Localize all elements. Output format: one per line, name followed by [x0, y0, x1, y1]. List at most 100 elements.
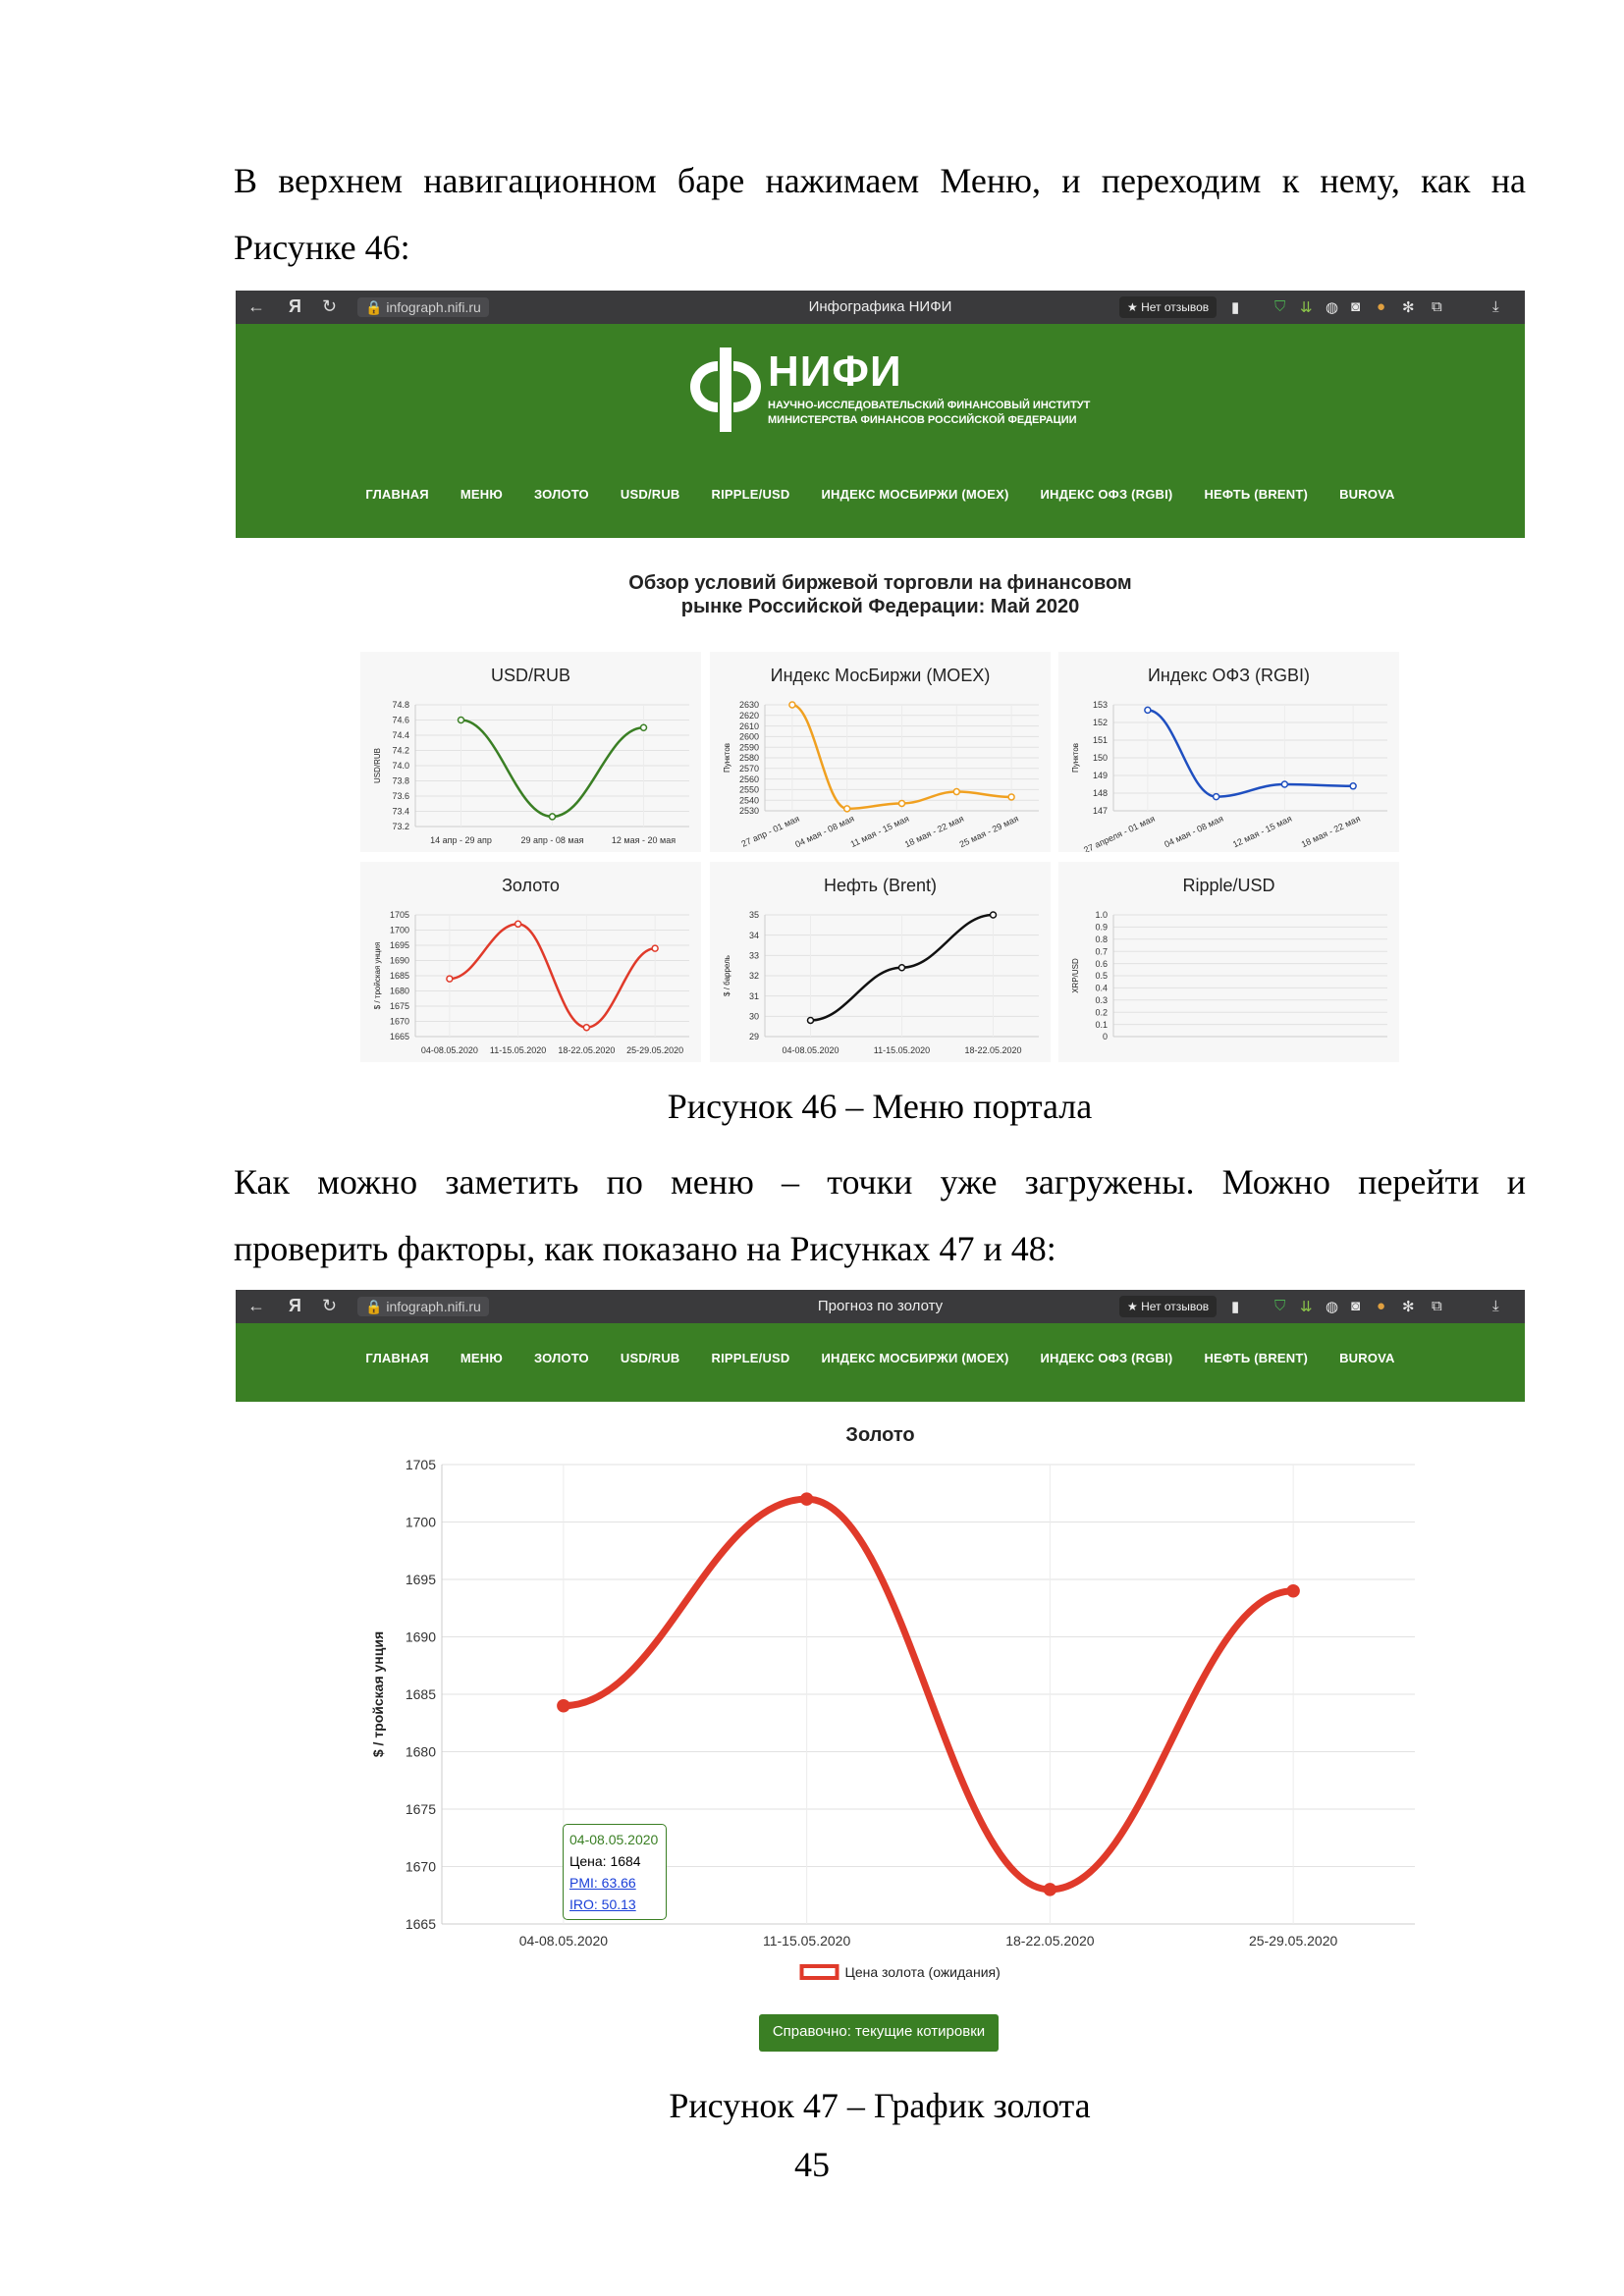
- data-point: [1144, 706, 1152, 715]
- reload-icon[interactable]: ↻: [322, 1296, 338, 1315]
- data-point: [1280, 780, 1289, 788]
- y-tick-label: 2560: [739, 774, 759, 784]
- chart-card-brent[interactable]: Нефть (Brent) 35 34 33 32 31 30 29 $ / баррель 04…: [710, 862, 1051, 1062]
- download-icon[interactable]: ⤓: [1492, 1298, 1499, 1314]
- x-tick-label: 11-15.05.2020: [763, 1933, 850, 1949]
- current-quotes-button[interactable]: Справочно: текущие котировки: [759, 2014, 999, 2052]
- y-tick-label: 2590: [739, 742, 759, 752]
- menu-item-brent[interactable]: НЕФТЬ (BRENT): [1204, 487, 1309, 502]
- y-tick-label: 0.7: [1095, 946, 1108, 956]
- glasses-icon[interactable]: ◙: [1351, 1298, 1361, 1314]
- figure-46-caption: Рисунок 46 – Меню портала: [667, 1087, 1093, 1126]
- tooltip-price: Цена: 1684: [569, 1853, 641, 1869]
- globe-icon[interactable]: ◍: [1326, 299, 1339, 316]
- menu-item-burova[interactable]: BUROVA: [1339, 1351, 1395, 1365]
- reviews-button[interactable]: ★ Нет отзывов: [1119, 1296, 1218, 1317]
- y-tick-label: 0.1: [1095, 1020, 1108, 1030]
- menu-item-ripple[interactable]: RIPPLE/USD: [711, 487, 790, 502]
- chart-card-rgbi[interactable]: Индекс ОФЗ (RGBI) 153 152 151 150 149 148 147 Пу…: [1058, 652, 1399, 852]
- menu-item-home[interactable]: ГЛАВНАЯ: [365, 1351, 429, 1365]
- y-tick-label: 74.0: [392, 761, 409, 771]
- main-menu: ГЛАВНАЯ МЕНЮ ЗОЛОТО USD/RUB RIPPLE/USD И…: [236, 487, 1525, 502]
- data-point: [897, 799, 906, 808]
- x-tick-label: 11-15.05.2020: [874, 1045, 930, 1055]
- x-tick-label: 18 мая - 22 мая: [1300, 814, 1362, 850]
- y-tick-label: 1680: [406, 1743, 436, 1759]
- menu-item-moex[interactable]: ИНДЕКС МОСБИРЖИ (MOEX): [821, 1351, 1009, 1365]
- y-tick-label: 73.2: [392, 822, 409, 831]
- data-point: [842, 805, 851, 813]
- chart-svg: Нефть (Brent) 35 34 33 32 31 30 29 $ / баррель 04…: [723, 876, 1039, 1055]
- menu-item-brent[interactable]: НЕФТЬ (BRENT): [1204, 1351, 1309, 1365]
- logo-subtitle-line-2: МИНИСТЕРСТВА ФИНАНСОВ РОССИЙСКОЙ ФЕДЕРАЦ…: [768, 414, 1077, 426]
- series-line: [449, 923, 656, 1029]
- globe-icon[interactable]: ◍: [1326, 1299, 1339, 1315]
- y-tick-label: 2620: [739, 711, 759, 721]
- paragraph-1: В верхнем навигационном баре нажимаем Ме…: [234, 147, 1526, 281]
- chart-tooltip: 04-08.05.2020 Цена: 1684 PMI: 63.66 IRO:…: [563, 1824, 667, 1920]
- y-tick-label: 1700: [390, 926, 409, 935]
- menu-item-menu[interactable]: МЕНЮ: [460, 1351, 503, 1365]
- yandex-icon[interactable]: Я: [289, 1296, 301, 1315]
- download-helper-icon[interactable]: ⇊: [1300, 1299, 1313, 1315]
- menu-item-gold[interactable]: ЗОЛОТО: [533, 487, 589, 502]
- download-helper-icon[interactable]: ⇊: [1300, 299, 1313, 316]
- x-tick-label: 04 мая - 08 мая: [793, 814, 855, 850]
- tooltip-pmi-link[interactable]: PMI: 63.66: [569, 1875, 636, 1891]
- x-tick-label: 25-29.05.2020: [1249, 1933, 1338, 1949]
- menu-item-rgbi[interactable]: ИНДЕКС ОФЗ (RGBI): [1040, 487, 1173, 502]
- data-point: [548, 813, 557, 821]
- series-line: [1147, 709, 1354, 798]
- paragraph-2: Как можно заметить по меню – точки уже з…: [234, 1148, 1526, 1282]
- chart-card-ripple[interactable]: Ripple/USD 1.0 0.9 0.8 0.7 0.6 0.5 0.4 0.3 0.2 0.1…: [1058, 862, 1399, 1062]
- react-icon[interactable]: ✻: [1402, 299, 1415, 316]
- shield-icon[interactable]: ⛉: [1274, 1298, 1286, 1314]
- paragraph-2-line-2: проверить факторы, как показано на Рисун…: [234, 1229, 1056, 1268]
- back-arrow-icon[interactable]: ←: [247, 1296, 265, 1315]
- bookmark-icon[interactable]: ▮: [1231, 299, 1240, 316]
- menu-item-menu[interactable]: МЕНЮ: [460, 487, 503, 502]
- reviews-button[interactable]: ★ Нет отзывов: [1119, 296, 1218, 318]
- tooltip-iro-link[interactable]: IRO: 50.13: [569, 1896, 636, 1912]
- chart-card-moex[interactable]: Индекс МосБиржи (MOEX) 2630 2620 2610 2600 25…: [710, 652, 1051, 852]
- x-tick-label: 18-22.05.2020: [558, 1045, 615, 1055]
- back-arrow-icon[interactable]: ←: [247, 296, 265, 316]
- menu-item-usdrub[interactable]: USD/RUB: [620, 487, 680, 502]
- chart-svg: Золото 1705 1700 1695 1690 1685 1680 1675 1670 16…: [373, 876, 689, 1055]
- menu-item-burova[interactable]: BUROVA: [1339, 487, 1395, 502]
- react-icon[interactable]: ✻: [1402, 1299, 1415, 1315]
- menu-item-home[interactable]: ГЛАВНАЯ: [365, 487, 429, 502]
- address-bar[interactable]: 🔒 infograph.nifi.ru: [357, 297, 489, 317]
- menu-item-rgbi[interactable]: ИНДЕКС ОФЗ (RGBI): [1040, 1351, 1173, 1365]
- y-tick-label: 1675: [406, 1801, 436, 1817]
- y-tick-label: 74.8: [392, 700, 409, 710]
- cookie-icon[interactable]: ●: [1377, 298, 1386, 315]
- menu-item-gold[interactable]: ЗОЛОТО: [533, 1351, 589, 1365]
- chart-card-gold[interactable]: Золото 1705 1700 1695 1690 1685 1680 1675 1670 16…: [360, 862, 701, 1062]
- data-point: [952, 787, 961, 796]
- cookie-icon[interactable]: ●: [1377, 1298, 1386, 1314]
- chart-title: Золото: [845, 1424, 914, 1446]
- chart-card-usdrub[interactable]: USD/RUB 74.8 74.6 74.4 74.2 74.0 73.8 73.6 73.4 7…: [360, 652, 701, 852]
- data-point: [639, 723, 648, 731]
- menu-item-ripple[interactable]: RIPPLE/USD: [711, 1351, 790, 1365]
- translate-icon[interactable]: ⧉: [1432, 1298, 1442, 1314]
- yandex-icon[interactable]: Я: [289, 296, 301, 316]
- y-tick-label: 1670: [406, 1858, 436, 1874]
- y-tick-label: 1695: [406, 1572, 436, 1587]
- glasses-icon[interactable]: ◙: [1351, 298, 1361, 315]
- menu-item-usdrub[interactable]: USD/RUB: [620, 1351, 680, 1365]
- x-tick-label: 04-08.05.2020: [782, 1045, 839, 1055]
- data-point: [1349, 782, 1357, 790]
- reload-icon[interactable]: ↻: [322, 296, 338, 316]
- download-icon[interactable]: ⤓: [1492, 298, 1499, 315]
- shield-icon[interactable]: ⛉: [1274, 298, 1286, 315]
- bookmark-icon[interactable]: ▮: [1231, 1299, 1240, 1315]
- y-tick-label: 73.8: [392, 776, 409, 786]
- y-tick-label: 1670: [390, 1017, 409, 1027]
- y-tick-label: 2550: [739, 785, 759, 795]
- translate-icon[interactable]: ⧉: [1432, 298, 1442, 315]
- address-bar[interactable]: 🔒 infograph.nifi.ru: [357, 1297, 489, 1316]
- menu-item-moex[interactable]: ИНДЕКС МОСБИРЖИ (MOEX): [821, 487, 1009, 502]
- browser-toolbar-2: ← Я ↻ 🔒 infograph.nifi.ru Прогноз по зол…: [236, 1290, 1525, 1323]
